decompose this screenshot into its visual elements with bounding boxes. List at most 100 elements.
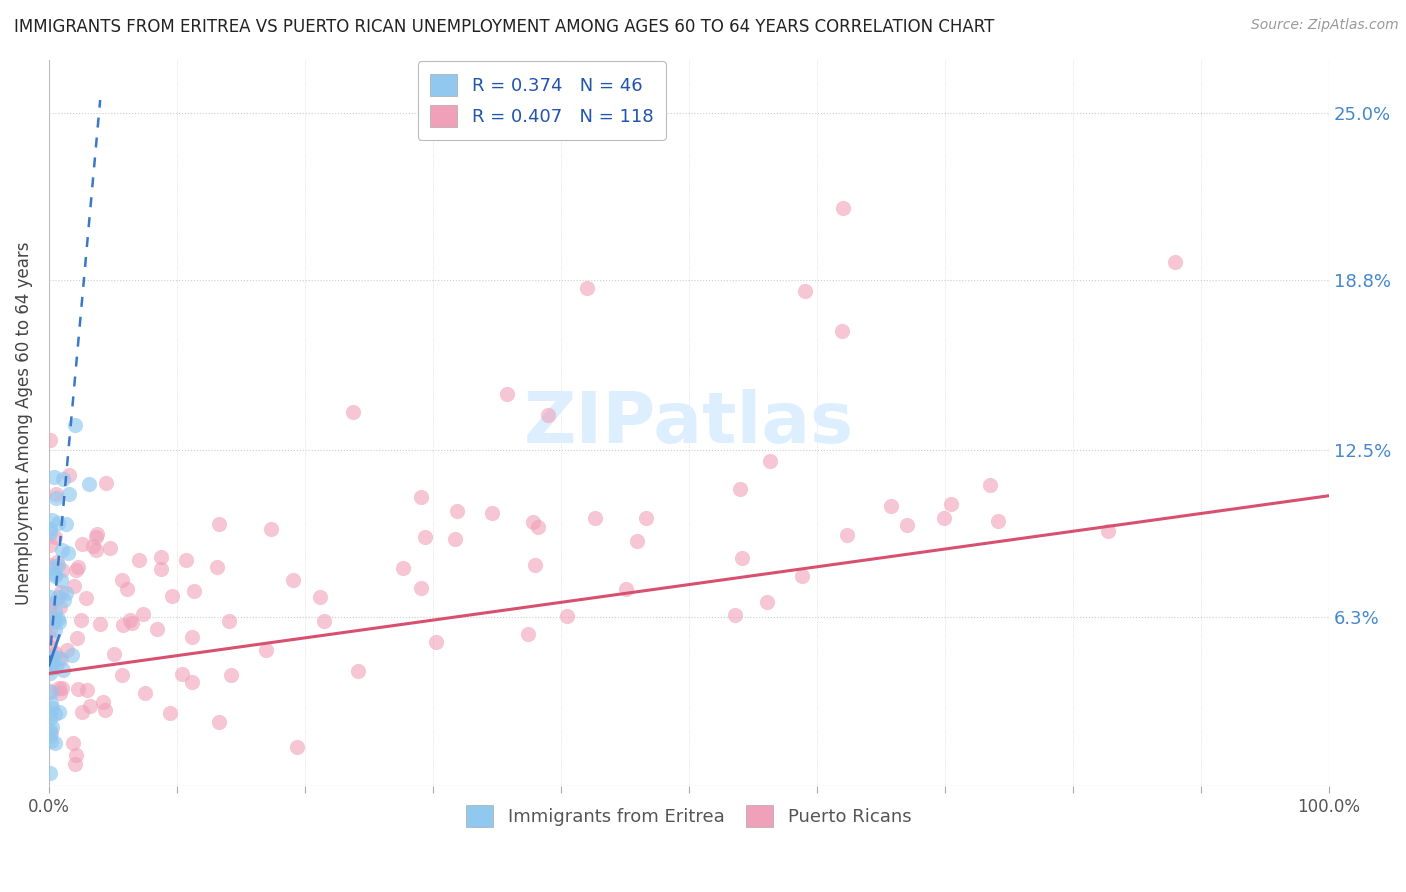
Point [52, 664, 75, 678]
Point [49, 652, 72, 666]
Point [162, 589, 184, 603]
Point [82, 540, 104, 554]
Point [181, 674, 204, 689]
Point [38, 711, 60, 725]
Point [39, 526, 62, 541]
Point [131, 607, 153, 622]
Point [46, 590, 69, 604]
Point [62, 736, 84, 750]
Point [39, 734, 62, 748]
Point [79, 698, 101, 713]
Point [526, 520, 548, 534]
Point [218, 614, 240, 628]
Point [42, 648, 65, 663]
Point [172, 666, 194, 681]
Point [51, 543, 73, 558]
Point [614, 582, 637, 597]
Point [626, 533, 648, 548]
Point [831, 201, 853, 215]
Point [987, 514, 1010, 528]
Point [49, 585, 72, 599]
Point [38, 624, 60, 638]
Point [38, 706, 60, 721]
Point [731, 551, 754, 566]
Point [45, 487, 67, 501]
Point [103, 647, 125, 661]
Y-axis label: Unemployment Among Ages 60 to 64 years: Unemployment Among Ages 60 to 64 years [15, 242, 32, 605]
Point [38, 597, 60, 611]
Point [755, 595, 778, 609]
Point [831, 324, 853, 338]
Point [121, 615, 143, 630]
Point [391, 561, 413, 575]
Point [84, 530, 107, 544]
Point [254, 643, 277, 657]
Point [100, 541, 122, 556]
Point [56, 643, 79, 657]
Point [49, 573, 72, 587]
Point [146, 622, 169, 636]
Text: ZIPatlas: ZIPatlas [524, 389, 853, 458]
Point [48, 686, 70, 700]
Point [150, 562, 173, 576]
Point [70, 705, 93, 719]
Point [38, 591, 60, 605]
Point [49, 599, 72, 614]
Point [38, 538, 60, 552]
Point [55, 516, 77, 531]
Point [84, 542, 107, 557]
Point [496, 387, 519, 401]
Point [48, 705, 70, 719]
Point [880, 499, 903, 513]
Point [38, 616, 60, 631]
Point [115, 582, 138, 596]
Point [48, 615, 70, 629]
Point [38, 766, 60, 780]
Point [537, 408, 560, 422]
Point [96, 475, 118, 490]
Point [425, 634, 447, 648]
Point [65, 563, 87, 577]
Point [522, 516, 544, 530]
Point [111, 573, 134, 587]
Point [45, 491, 67, 506]
Point [89, 616, 111, 631]
Point [45, 555, 67, 569]
Point [51, 681, 73, 695]
Point [728, 483, 751, 497]
Point [150, 549, 173, 564]
Point [46, 558, 69, 573]
Point [62, 648, 84, 662]
Point [44, 614, 66, 628]
Point [44, 646, 66, 660]
Point [207, 516, 229, 531]
Point [75, 591, 97, 605]
Point [208, 715, 231, 730]
Point [41, 685, 63, 699]
Point [77, 477, 100, 491]
Point [51, 563, 73, 577]
Point [41, 513, 63, 527]
Point [39, 657, 62, 672]
Point [44, 566, 66, 581]
Point [44, 736, 66, 750]
Point [41, 659, 63, 673]
Legend: Immigrants from Eritrea, Puerto Ricans: Immigrants from Eritrea, Puerto Ricans [457, 796, 921, 836]
Point [53, 593, 76, 607]
Point [56, 546, 79, 560]
Point [48, 681, 70, 695]
Point [346, 664, 368, 678]
Point [413, 530, 436, 544]
Point [44, 530, 66, 544]
Point [41, 720, 63, 734]
Point [44, 706, 66, 721]
Point [1164, 254, 1187, 268]
Point [46, 516, 69, 530]
Point [38, 666, 60, 681]
Point [65, 748, 87, 763]
Point [58, 467, 80, 482]
Point [76, 682, 98, 697]
Point [444, 533, 467, 547]
Point [38, 433, 60, 447]
Point [39, 696, 62, 710]
